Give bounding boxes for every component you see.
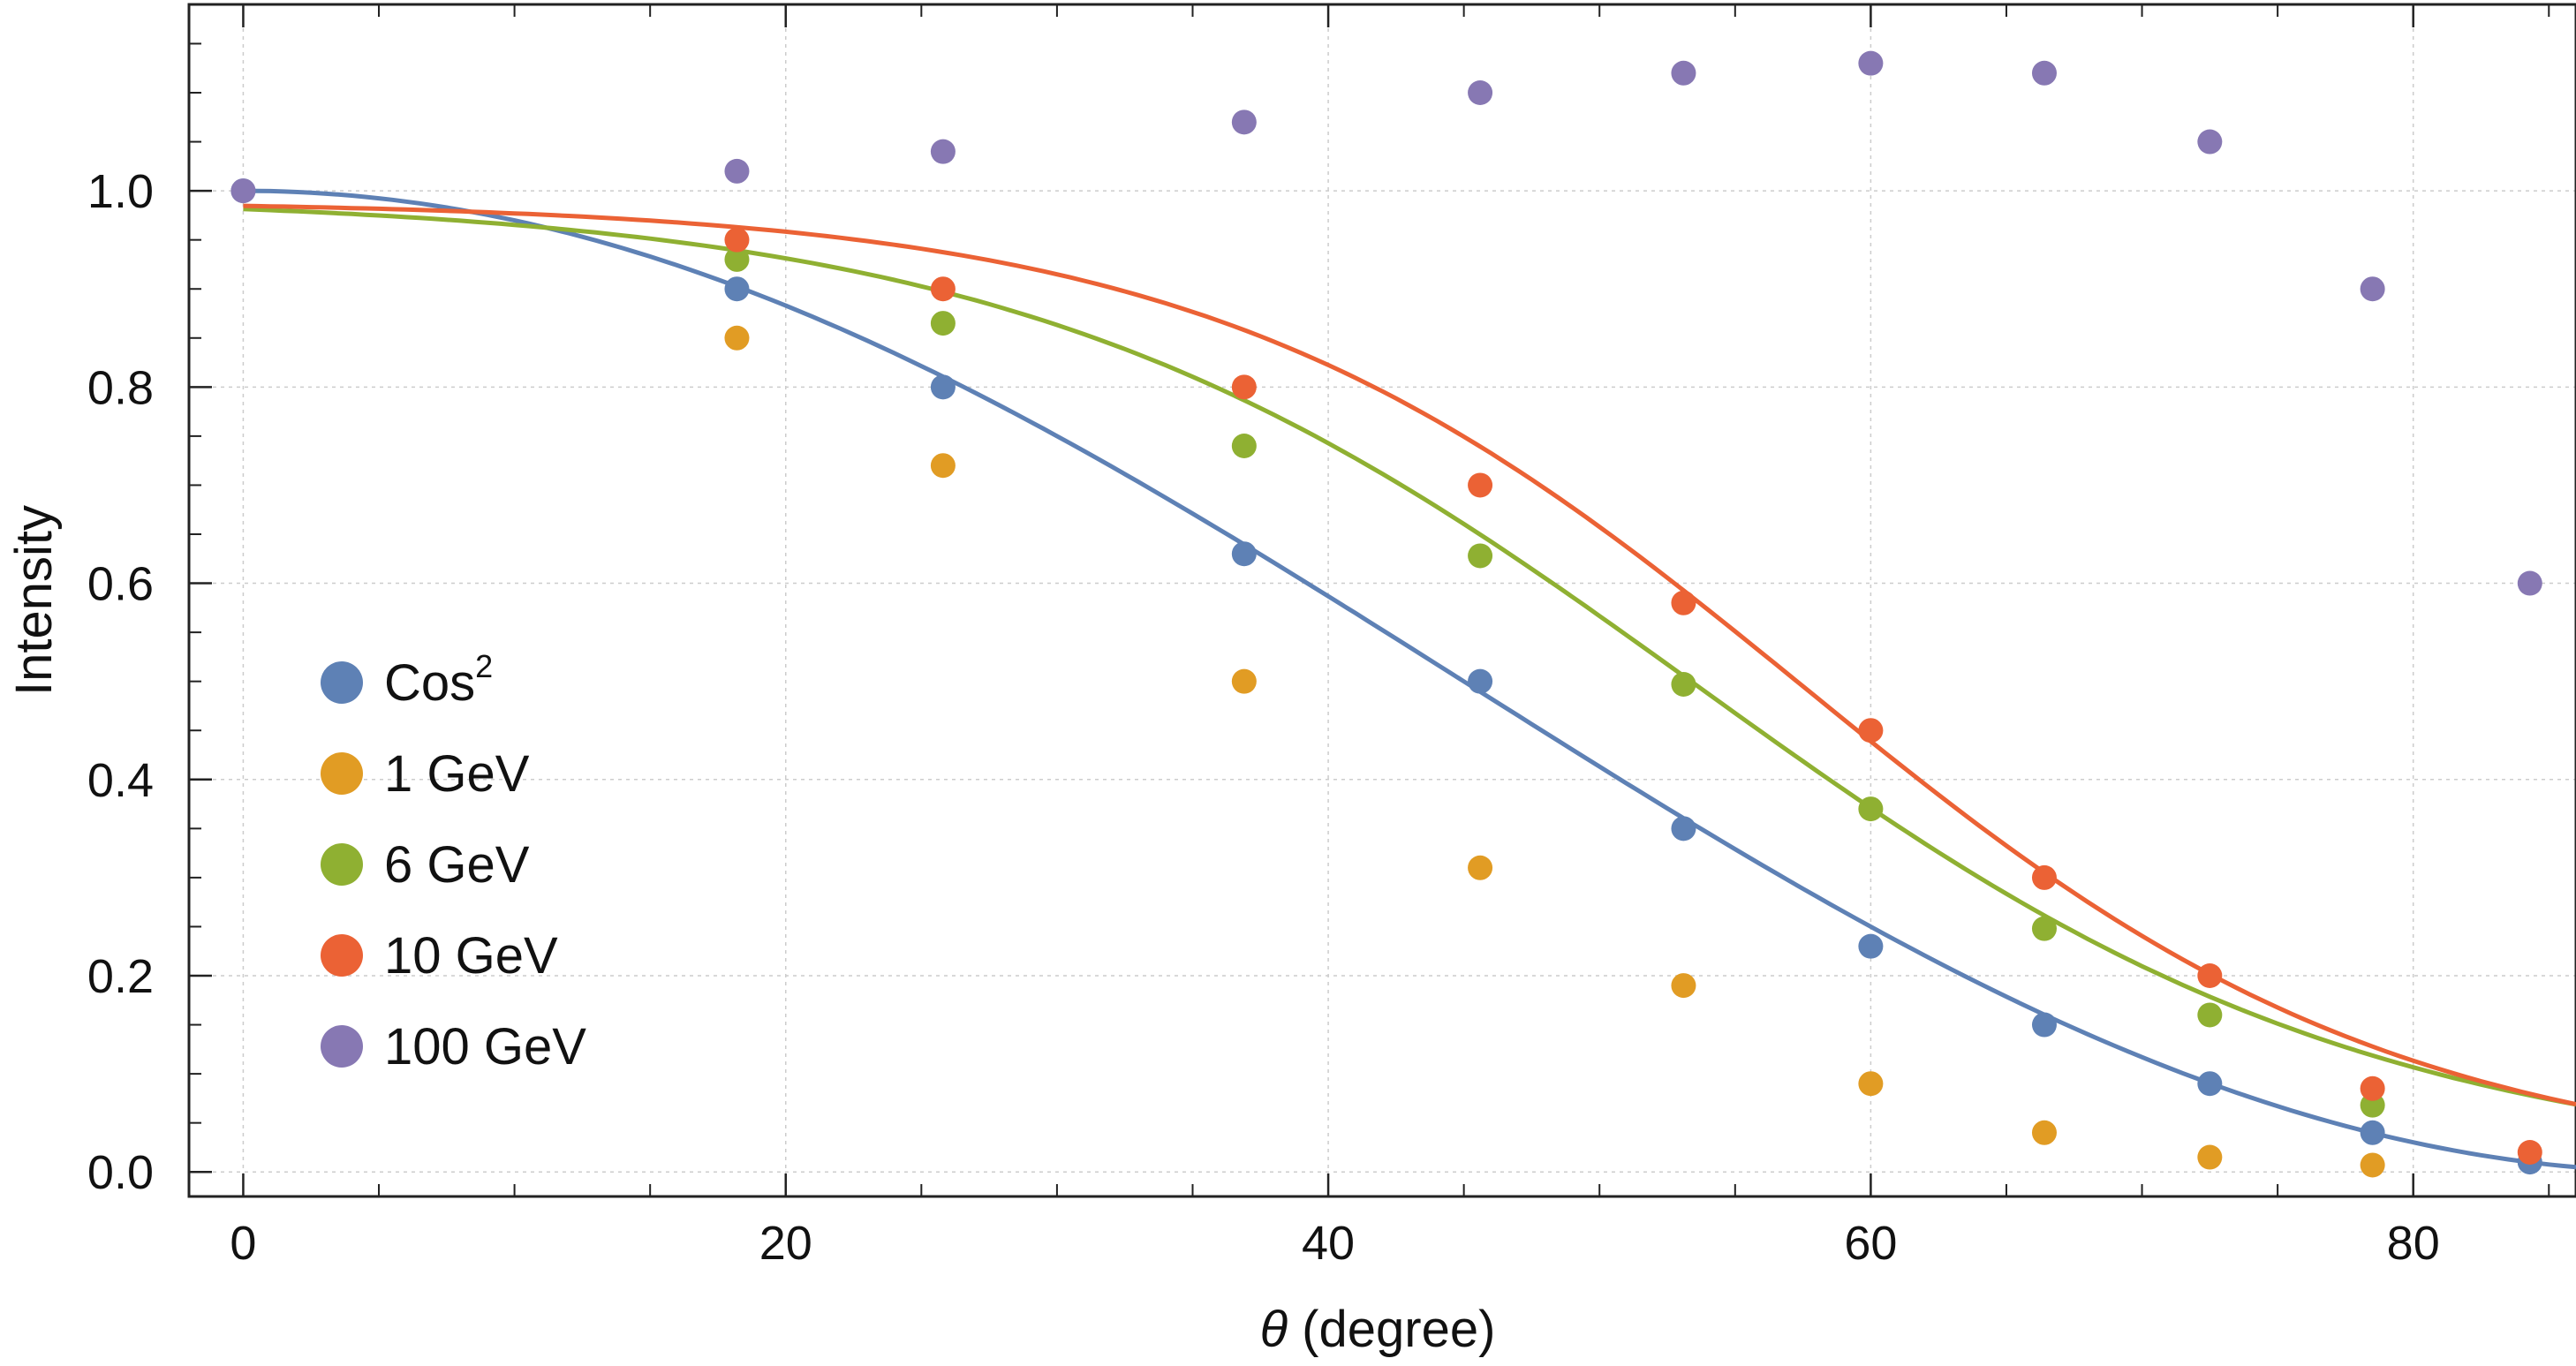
curve-cos xyxy=(243,188,2576,1170)
legend-item: 1 GeV xyxy=(321,745,530,803)
data-point xyxy=(1468,668,1493,694)
data-point xyxy=(1231,374,1257,400)
data-point xyxy=(2517,570,2542,596)
y-tick-label: 0.6 xyxy=(87,558,154,611)
data-point xyxy=(930,453,956,479)
data-point xyxy=(1231,434,1257,458)
x-tick-label: 0 xyxy=(230,1217,256,1270)
x-tick-label: 60 xyxy=(1844,1217,1897,1270)
y-tick-label: 0.0 xyxy=(87,1146,154,1199)
plot-frame xyxy=(187,3,2576,1198)
data-point xyxy=(2197,1071,2223,1097)
legend-superscript: 2 xyxy=(475,648,493,684)
legend-label: Cos2 xyxy=(384,648,493,712)
legend-label: 1 GeV xyxy=(384,745,530,803)
data-point xyxy=(1858,1071,1884,1097)
data-point xyxy=(2517,1140,2542,1165)
data-point xyxy=(1671,816,1696,841)
data-point xyxy=(2031,60,2057,86)
data-point xyxy=(2360,276,2385,302)
data-point xyxy=(2197,1144,2223,1170)
data-point xyxy=(930,311,956,336)
data-point xyxy=(724,227,750,253)
x-axis-symbol: θ xyxy=(1260,1301,1288,1358)
data-point xyxy=(2360,1075,2385,1101)
data-point xyxy=(1858,50,1884,76)
legend-marker xyxy=(321,1025,363,1068)
x-axis-unit: (degree) xyxy=(1288,1301,1495,1358)
series-1-gev xyxy=(724,325,2385,1178)
legend-marker xyxy=(321,934,363,977)
data-point xyxy=(1468,543,1493,569)
x-tick-label: 40 xyxy=(1302,1217,1355,1270)
data-point xyxy=(1671,672,1696,697)
data-point xyxy=(1468,80,1493,105)
legend-item: Cos2 xyxy=(321,648,493,712)
data-point xyxy=(2197,129,2223,155)
x-tick-label: 20 xyxy=(759,1217,812,1270)
legend-label: 10 GeV xyxy=(384,927,558,985)
data-point xyxy=(1231,541,1257,567)
series-100-gev xyxy=(230,50,2542,596)
data-point xyxy=(1231,668,1257,694)
data-point xyxy=(724,276,750,302)
series-10-gev xyxy=(724,227,2542,1165)
data-point xyxy=(2031,864,2057,890)
legend-label: 100 GeV xyxy=(384,1018,586,1075)
curve-10-gev xyxy=(243,203,2576,1106)
fit-curves xyxy=(243,188,2576,1170)
y-tick-label: 1.0 xyxy=(87,165,154,218)
legend-item: 6 GeV xyxy=(321,836,530,894)
data-point xyxy=(724,325,750,351)
data-point xyxy=(930,276,956,302)
data-point xyxy=(1858,796,1884,822)
x-tick-label: 80 xyxy=(2387,1217,2440,1270)
data-point xyxy=(1671,590,1696,615)
y-tick-label: 0.4 xyxy=(87,754,154,807)
axis-ticks xyxy=(189,4,2550,1196)
legend-marker xyxy=(321,661,363,704)
data-point xyxy=(230,178,256,204)
data-point xyxy=(2197,963,2223,988)
data-point xyxy=(2360,1120,2385,1145)
series-6-gev xyxy=(724,246,2385,1118)
data-point xyxy=(1858,718,1884,743)
y-tick-label: 0.2 xyxy=(87,950,154,1003)
data-point xyxy=(724,158,750,184)
legend-label: 6 GeV xyxy=(384,836,530,894)
x-axis-title: θ (degree) xyxy=(1260,1301,1496,1358)
data-point xyxy=(930,139,956,164)
data-point xyxy=(2360,1152,2385,1178)
data-point xyxy=(930,374,956,400)
data-point xyxy=(1858,933,1884,959)
data-point xyxy=(1671,973,1696,999)
legend-item: 10 GeV xyxy=(321,927,558,985)
legend: Cos2 1 GeV 6 GeV 10 GeV 100 GeV xyxy=(321,648,586,1075)
y-tick-label: 0.8 xyxy=(87,361,154,414)
data-point xyxy=(2031,1120,2057,1145)
data-point xyxy=(724,246,750,272)
data-point xyxy=(1468,855,1493,880)
data-point xyxy=(2197,1002,2223,1028)
legend-item: 100 GeV xyxy=(321,1018,586,1075)
data-point xyxy=(1231,109,1257,135)
data-point xyxy=(2031,1012,2057,1038)
curve-6-gev xyxy=(243,207,2576,1107)
y-axis-title: Intensity xyxy=(5,505,63,696)
legend-marker xyxy=(321,843,363,886)
legend-marker xyxy=(321,752,363,795)
data-points xyxy=(230,50,2542,1178)
data-point xyxy=(2031,916,2057,941)
data-point xyxy=(1671,60,1696,86)
tick-labels: 0 20 40 60 80 0.0 0.2 0.4 0.6 0.8 1.0 xyxy=(87,165,2440,1270)
data-point xyxy=(1468,472,1493,498)
grid-lines xyxy=(189,4,2576,1196)
